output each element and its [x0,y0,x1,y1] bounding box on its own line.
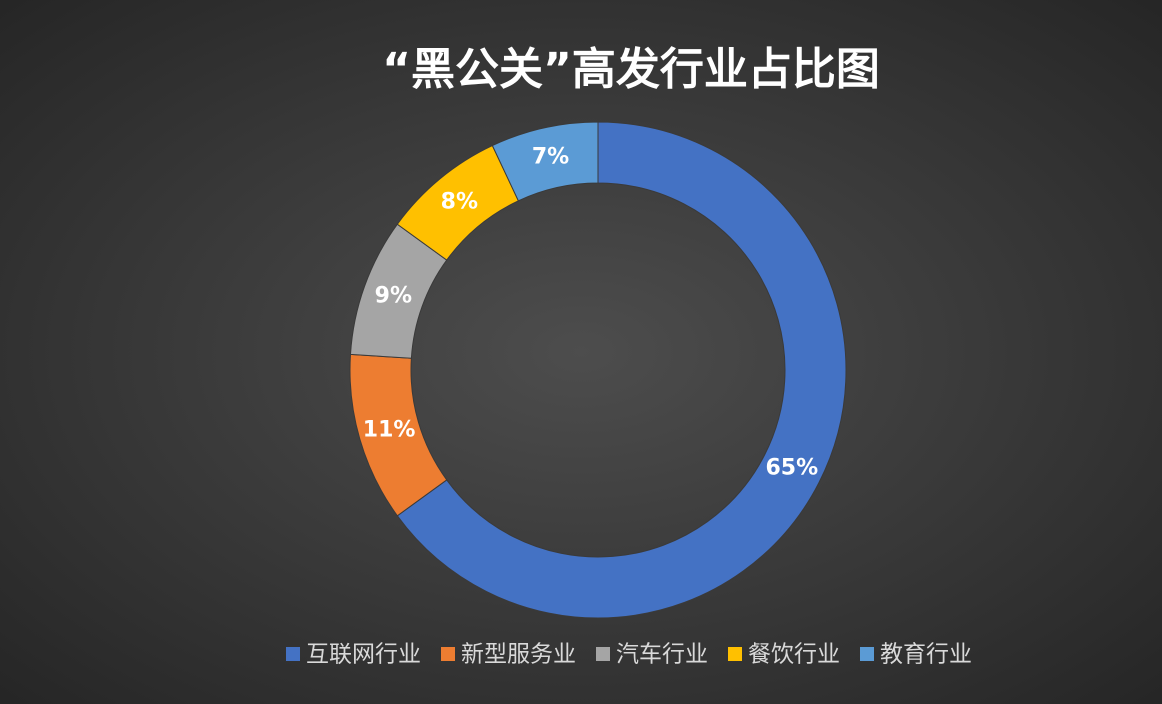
data-label: 65% [765,456,818,481]
data-label: 9% [375,283,412,308]
donut-segment [491,121,599,202]
legend-swatch [596,647,610,661]
legend-label: 餐饮行业 [748,642,840,668]
legend-swatch [860,647,874,661]
donut-segment [396,121,847,619]
data-label: 11% [363,418,416,443]
legend-swatch [286,647,300,661]
legend-label: 新型服务业 [461,642,576,668]
data-label: 7% [532,145,569,170]
legend-swatch [728,647,742,661]
legend-label: 汽车行业 [616,642,708,668]
legend-label: 教育行业 [880,642,972,668]
legend-label: 互联网行业 [306,642,421,668]
legend-swatch [441,647,455,661]
chart-title: “黑公关”高发行业占比图 [382,44,880,95]
data-label: 8% [441,189,478,214]
